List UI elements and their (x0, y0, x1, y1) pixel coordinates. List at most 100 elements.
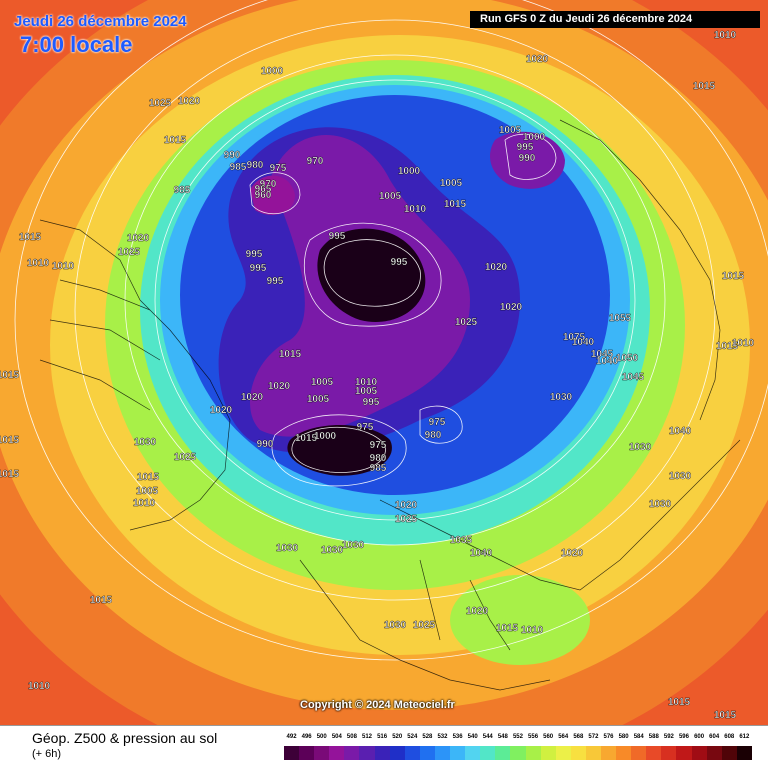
legend-swatch (465, 746, 481, 760)
pressure-label: 980 (247, 160, 264, 171)
legend-label: 508 (346, 734, 357, 740)
pressure-label: 985 (174, 185, 191, 196)
pressure-label: 1015 (164, 135, 187, 146)
legend-label: 512 (362, 734, 373, 740)
legend-label: 492 (286, 734, 297, 740)
pressure-label: 1020 (500, 302, 523, 313)
pressure-label: 1040 (572, 337, 595, 348)
pressure-label: 990 (257, 439, 274, 450)
legend-swatch (540, 746, 556, 760)
legend-swatch (299, 746, 315, 760)
pressure-label: 1010 (28, 681, 51, 692)
pressure-label: 1015 (0, 469, 20, 480)
legend-swatch (450, 746, 466, 760)
pressure-label: 1015 (496, 623, 519, 634)
pressure-label: 960 (255, 190, 272, 201)
isobars (14, 0, 768, 661)
pressure-label: 1015 (0, 370, 20, 381)
time-title: 7:00 locale (20, 32, 133, 57)
pressure-label: 1015 (90, 595, 113, 606)
pressure-label: 1020 (485, 262, 508, 273)
pressure-label: 1015 (716, 341, 739, 352)
pressure-label: 1020 (268, 381, 291, 392)
legend-swatch (616, 746, 632, 760)
low-center-north (317, 228, 426, 322)
pressure-label: 1000 (314, 431, 337, 442)
legend-swatch (314, 746, 330, 760)
pressure-label: 1005 (136, 486, 159, 497)
pressure-label: 1030 (134, 437, 157, 448)
pressure-label: 995 (329, 231, 346, 242)
legend-label: 500 (316, 734, 327, 740)
pressure-label: 1015 (444, 199, 467, 210)
pressure-label: 1040 (596, 356, 619, 367)
legend-swatch (434, 746, 451, 760)
pressure-label: 980 (425, 430, 442, 441)
pressure-label: 965 (255, 184, 272, 195)
legend-swatch (480, 746, 496, 760)
low-center-south (287, 425, 392, 476)
pressure-label: 1040 (669, 426, 692, 437)
legend-swatch (419, 746, 435, 760)
legend-colors (284, 746, 752, 760)
legend-label: 548 (497, 734, 508, 740)
legend-swatch (344, 746, 360, 760)
legend-swatch (525, 746, 541, 760)
pressure-label: 1045 (591, 349, 614, 360)
pressure-label: 1005 (311, 377, 334, 388)
legend-label: 572 (588, 734, 599, 740)
legend-label: 600 (694, 734, 705, 740)
pressure-label: 1025 (413, 620, 436, 631)
legend-label: 516 (377, 734, 388, 740)
legend-label: 544 (482, 734, 493, 740)
pressure-label: 1075 (563, 332, 586, 343)
pressure-label: 1030 (550, 392, 573, 403)
legend-label: 580 (618, 734, 629, 740)
pressure-label: 1020 (395, 500, 418, 511)
pressure-label: 985 (230, 162, 247, 173)
coastlines (39, 119, 741, 691)
pressure-label: 1025 (118, 247, 141, 258)
legend-swatch (736, 746, 752, 760)
legend-label: 520 (392, 734, 403, 740)
pressure-label: 975 (357, 422, 374, 433)
legend-label: 568 (573, 734, 584, 740)
pressure-label: 1010 (52, 261, 75, 272)
legend-label: 584 (633, 734, 644, 740)
pressure-label: 1015 (0, 435, 20, 446)
copyright-text: Copyright © 2024 Meteociel.fr (300, 699, 455, 711)
legend-label: 552 (512, 734, 523, 740)
legend-label: 532 (437, 734, 448, 740)
legend-swatch (555, 746, 571, 760)
pressure-label: 1015 (19, 232, 42, 243)
legend-label: 612 (739, 734, 750, 740)
pressure-label: 1045 (622, 372, 645, 383)
legend-swatch (404, 746, 420, 760)
forecast-map: 1010 1020 1015 1000 1025 1020 1015 990 985 980 970… (0, 0, 768, 725)
pressure-label: 1010 (355, 377, 378, 388)
pressure-label: 1025 (395, 514, 418, 525)
pressure-label: 1030 (321, 545, 344, 556)
pressure-label: 1030 (276, 543, 299, 554)
pressure-label: 995 (517, 142, 534, 153)
legend-label: 504 (331, 734, 342, 740)
pressure-label: 1025 (174, 452, 197, 463)
field-green-south (450, 575, 590, 665)
pressure-label: 1020 (526, 54, 549, 65)
legend-swatch (284, 746, 300, 760)
pressure-label: 995 (267, 276, 284, 287)
pressure-label: 990 (519, 153, 536, 164)
pressure-label: 1010 (133, 498, 156, 509)
legend-label: 596 (678, 734, 689, 740)
legend-label: 496 (301, 734, 312, 740)
pressure-label: 1000 (523, 132, 546, 143)
pressure-label: 1000 (398, 166, 421, 177)
pressure-label: 975 (270, 163, 287, 174)
pressure-label: 1015 (295, 433, 318, 444)
map-title: Géop. Z500 & pression au sol (32, 730, 218, 746)
pressure-label: 1020 (210, 405, 233, 416)
pressure-label: 970 (260, 179, 277, 190)
pressure-label: 1025 (455, 317, 478, 328)
pressure-label: 1030 (629, 442, 652, 453)
pressure-label: 1010 (404, 204, 427, 215)
